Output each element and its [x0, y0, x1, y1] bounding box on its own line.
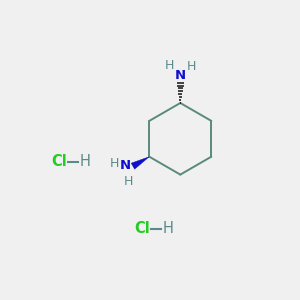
- Text: H: H: [124, 176, 134, 188]
- Text: Cl: Cl: [51, 154, 67, 169]
- Text: H: H: [164, 59, 174, 72]
- Text: H: H: [110, 157, 119, 170]
- Text: N: N: [175, 68, 186, 82]
- Polygon shape: [131, 157, 149, 169]
- Text: H: H: [163, 221, 174, 236]
- Text: H: H: [187, 60, 196, 73]
- Text: Cl: Cl: [134, 221, 150, 236]
- Text: H: H: [80, 154, 91, 169]
- Text: N: N: [120, 159, 131, 172]
